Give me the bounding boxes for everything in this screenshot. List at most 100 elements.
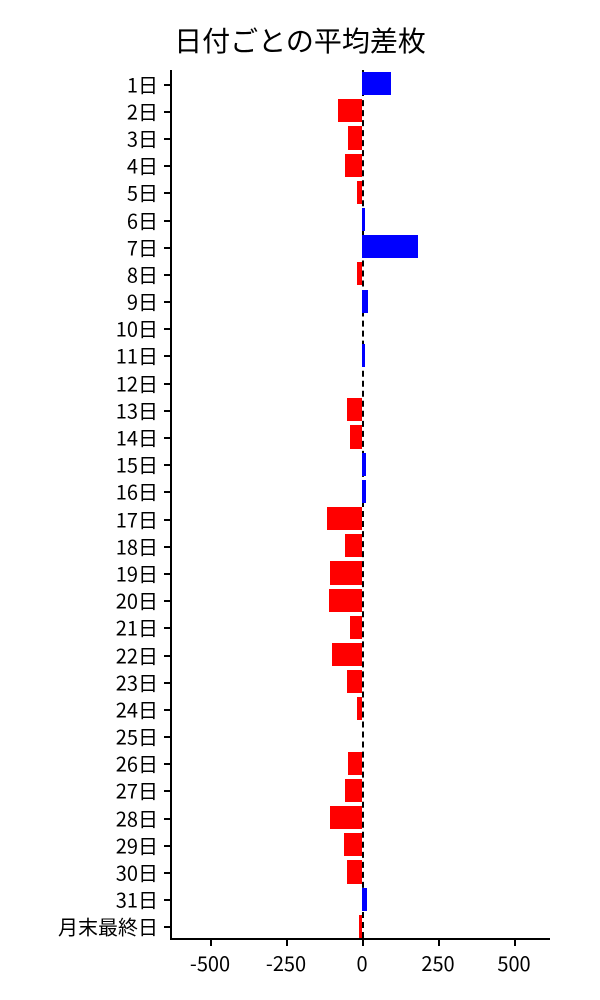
x-tick (286, 938, 288, 946)
y-axis-label: 6日 (127, 205, 158, 234)
y-tick (164, 926, 172, 928)
y-axis-label: 10日 (116, 314, 158, 343)
bar (362, 888, 367, 911)
y-tick (164, 872, 172, 874)
y-axis-label: 3日 (127, 123, 158, 152)
zero-axis-line (362, 70, 364, 938)
y-tick (164, 519, 172, 521)
bar (357, 181, 362, 204)
bar (329, 589, 362, 612)
y-axis-label: 28日 (116, 803, 158, 832)
bar (347, 398, 362, 421)
y-axis-label: 29日 (116, 830, 158, 859)
bar (359, 915, 362, 938)
y-tick (164, 274, 172, 276)
y-tick (164, 491, 172, 493)
x-tick (362, 938, 364, 946)
y-tick (164, 383, 172, 385)
y-axis-label: 2日 (127, 96, 158, 125)
y-axis-label: 1日 (127, 69, 158, 98)
bar (345, 534, 362, 557)
y-axis-label: 8日 (127, 259, 158, 288)
bar (345, 779, 362, 802)
y-axis-label: 7日 (127, 232, 158, 261)
bar (362, 344, 365, 367)
y-axis-label: 18日 (116, 531, 158, 560)
y-tick (164, 464, 172, 466)
x-axis-label: -250 (266, 948, 306, 977)
bar (362, 208, 365, 231)
y-tick (164, 600, 172, 602)
bar (327, 507, 362, 530)
y-axis-label: 11日 (116, 341, 158, 370)
y-tick (164, 355, 172, 357)
y-tick (164, 682, 172, 684)
y-axis-label: 27日 (116, 776, 158, 805)
x-axis-label: -500 (190, 948, 230, 977)
x-axis-label: 250 (421, 948, 454, 977)
y-tick (164, 111, 172, 113)
y-tick (164, 546, 172, 548)
y-tick (164, 410, 172, 412)
bar (362, 453, 366, 476)
x-tick (210, 938, 212, 946)
bar (338, 99, 362, 122)
bar (350, 425, 362, 448)
y-axis-label: 24日 (116, 694, 158, 723)
y-axis-label: 4日 (127, 151, 158, 180)
bar (362, 235, 418, 258)
y-axis-label: 16日 (116, 477, 158, 506)
y-axis-label: 26日 (116, 749, 158, 778)
y-axis-label: 25日 (116, 722, 158, 751)
x-tick (438, 938, 440, 946)
y-tick (164, 220, 172, 222)
y-tick (164, 818, 172, 820)
y-tick (164, 328, 172, 330)
y-tick (164, 165, 172, 167)
bar (330, 806, 362, 829)
y-axis-label: 14日 (116, 423, 158, 452)
y-axis-label: 17日 (116, 504, 158, 533)
y-tick (164, 899, 172, 901)
y-axis-label: 31日 (116, 885, 158, 914)
bar (345, 154, 362, 177)
y-axis-label: 月末最終日 (58, 912, 158, 941)
y-axis-label: 12日 (116, 368, 158, 397)
y-tick (164, 247, 172, 249)
bar (332, 643, 362, 666)
y-tick (164, 709, 172, 711)
y-tick (164, 627, 172, 629)
y-axis-label: 5日 (127, 178, 158, 207)
bar (330, 561, 362, 584)
y-tick (164, 845, 172, 847)
y-axis-label: 9日 (127, 287, 158, 316)
y-axis-label: 23日 (116, 667, 158, 696)
x-tick (514, 938, 516, 946)
bar (348, 126, 362, 149)
y-axis-label: 13日 (116, 395, 158, 424)
bar (347, 860, 362, 883)
y-axis-label: 15日 (116, 450, 158, 479)
chart-title: 日付ごとの平均差枚 (0, 20, 600, 60)
bar (350, 616, 362, 639)
y-tick (164, 573, 172, 575)
y-tick (164, 655, 172, 657)
plot-area: 1日2日3日4日5日6日7日8日9日10日11日12日13日14日15日16日1… (170, 70, 550, 940)
bar (362, 480, 366, 503)
chart-container: 日付ごとの平均差枚 1日2日3日4日5日6日7日8日9日10日11日12日13日… (0, 0, 600, 1000)
y-tick (164, 301, 172, 303)
x-axis-label: 0 (356, 948, 367, 977)
bar (347, 670, 362, 693)
bar (357, 262, 362, 285)
y-tick (164, 736, 172, 738)
y-tick (164, 138, 172, 140)
bar (357, 697, 362, 720)
y-axis-label: 22日 (116, 640, 158, 669)
x-axis-label: 500 (497, 948, 530, 977)
y-tick (164, 763, 172, 765)
y-axis-label: 30日 (116, 858, 158, 887)
bar (362, 290, 368, 313)
y-axis-label: 20日 (116, 586, 158, 615)
bar (362, 72, 391, 95)
bar (348, 752, 362, 775)
